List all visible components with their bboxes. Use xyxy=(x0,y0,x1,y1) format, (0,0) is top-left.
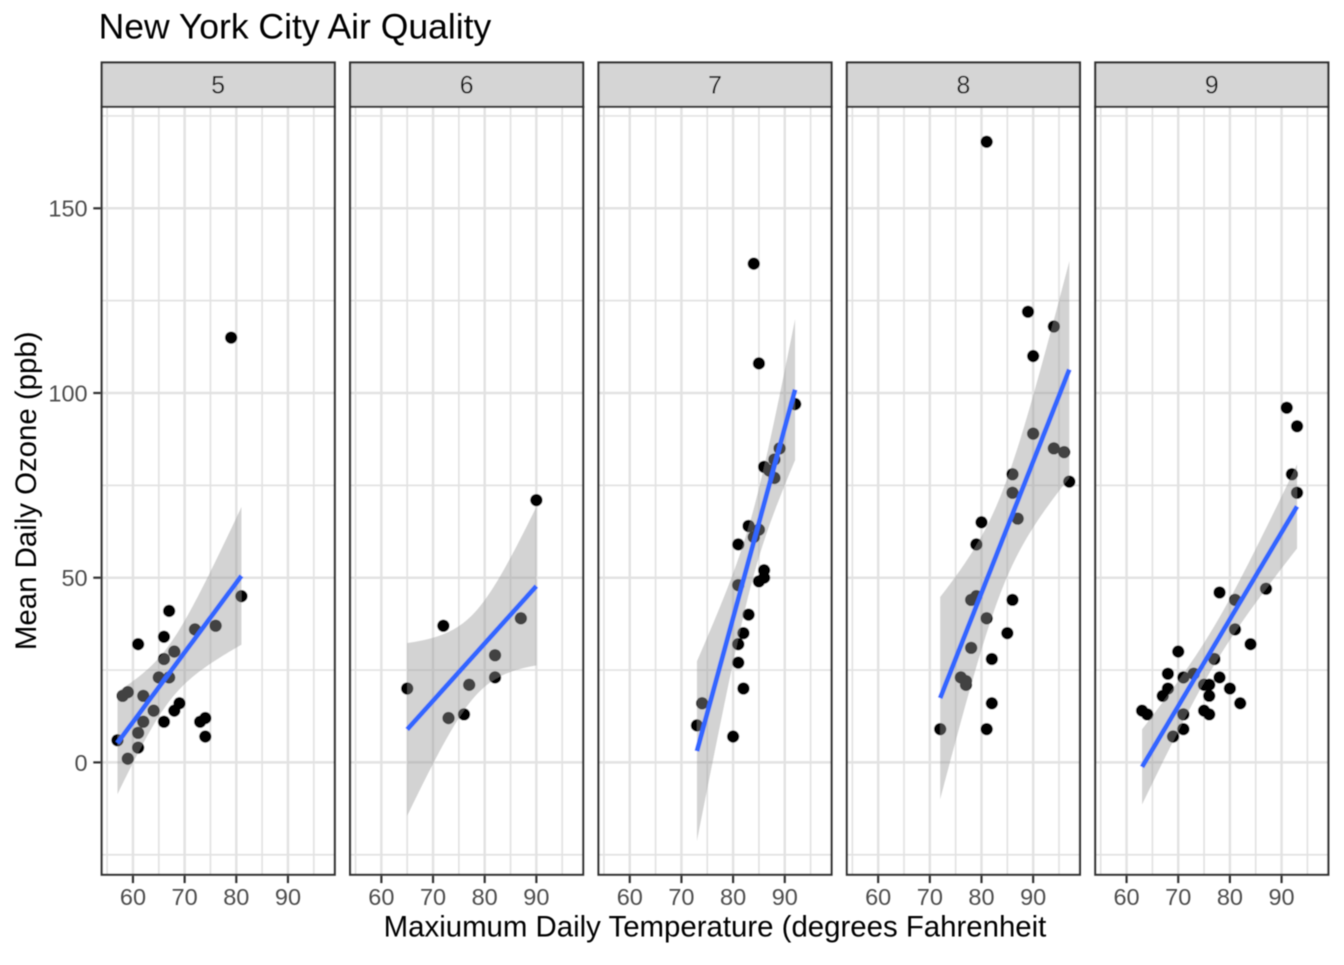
svg-text:60: 60 xyxy=(368,884,394,910)
svg-text:80: 80 xyxy=(223,884,249,910)
svg-text:70: 70 xyxy=(172,884,198,910)
svg-text:100: 100 xyxy=(48,380,87,406)
svg-text:New York City Air Quality: New York City Air Quality xyxy=(99,7,492,47)
svg-text:80: 80 xyxy=(472,884,498,910)
svg-text:80: 80 xyxy=(720,884,746,910)
svg-text:70: 70 xyxy=(668,884,694,910)
svg-text:90: 90 xyxy=(523,884,549,910)
svg-text:9: 9 xyxy=(1205,73,1219,100)
svg-text:150: 150 xyxy=(48,196,87,222)
svg-text:60: 60 xyxy=(1113,884,1139,910)
svg-text:60: 60 xyxy=(865,884,891,910)
svg-text:80: 80 xyxy=(968,884,994,910)
svg-text:80: 80 xyxy=(1217,884,1243,910)
svg-text:7: 7 xyxy=(708,73,722,100)
svg-text:70: 70 xyxy=(1165,884,1191,910)
svg-text:Maxiumum Daily Temperature (de: Maxiumum Daily Temperature (degrees Fahr… xyxy=(384,910,1047,943)
svg-text:60: 60 xyxy=(617,884,643,910)
svg-text:90: 90 xyxy=(1268,884,1294,910)
svg-text:Mean Daily Ozone (ppb): Mean Daily Ozone (ppb) xyxy=(10,332,43,651)
svg-text:60: 60 xyxy=(120,884,146,910)
svg-text:90: 90 xyxy=(772,884,798,910)
svg-text:50: 50 xyxy=(61,565,87,591)
svg-text:0: 0 xyxy=(75,750,88,776)
svg-text:5: 5 xyxy=(211,73,225,100)
svg-text:90: 90 xyxy=(1020,884,1046,910)
svg-text:6: 6 xyxy=(460,73,474,100)
svg-text:8: 8 xyxy=(957,73,971,100)
svg-text:90: 90 xyxy=(275,884,301,910)
svg-text:70: 70 xyxy=(917,884,943,910)
svg-text:70: 70 xyxy=(420,884,446,910)
